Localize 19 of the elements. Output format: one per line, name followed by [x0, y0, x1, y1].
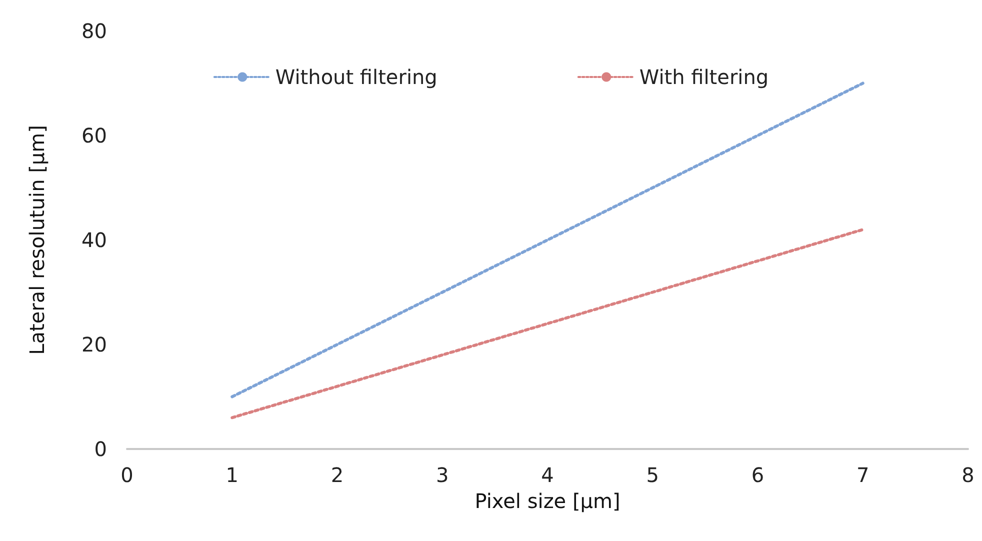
line-series	[230, 228, 864, 420]
x-tick-label: 7	[856, 463, 870, 487]
x-axis-title: Pixel size [µm]	[474, 489, 620, 513]
legend-label: With filtering	[639, 65, 769, 89]
x-tick-label: 5	[646, 463, 659, 487]
x-tick-label: 8	[962, 463, 974, 487]
x-tick-label: 3	[436, 463, 449, 487]
x-tick-label: 2	[330, 463, 344, 487]
y-tick-label: 80	[82, 19, 107, 43]
y-axis-title: Lateral resolutuin [µm]	[25, 125, 49, 355]
x-tick-label: 6	[751, 463, 764, 487]
y-tick-label: 20	[82, 332, 107, 356]
x-tick-label: 1	[226, 463, 238, 487]
y-tick-label: 60	[82, 124, 107, 148]
x-tick-label: 4	[541, 463, 554, 487]
y-tick-label: 40	[82, 228, 107, 252]
legend-label: Without filtering	[275, 65, 438, 89]
x-tick-label: 0	[120, 463, 134, 487]
y-tick-label: 0	[94, 437, 107, 461]
